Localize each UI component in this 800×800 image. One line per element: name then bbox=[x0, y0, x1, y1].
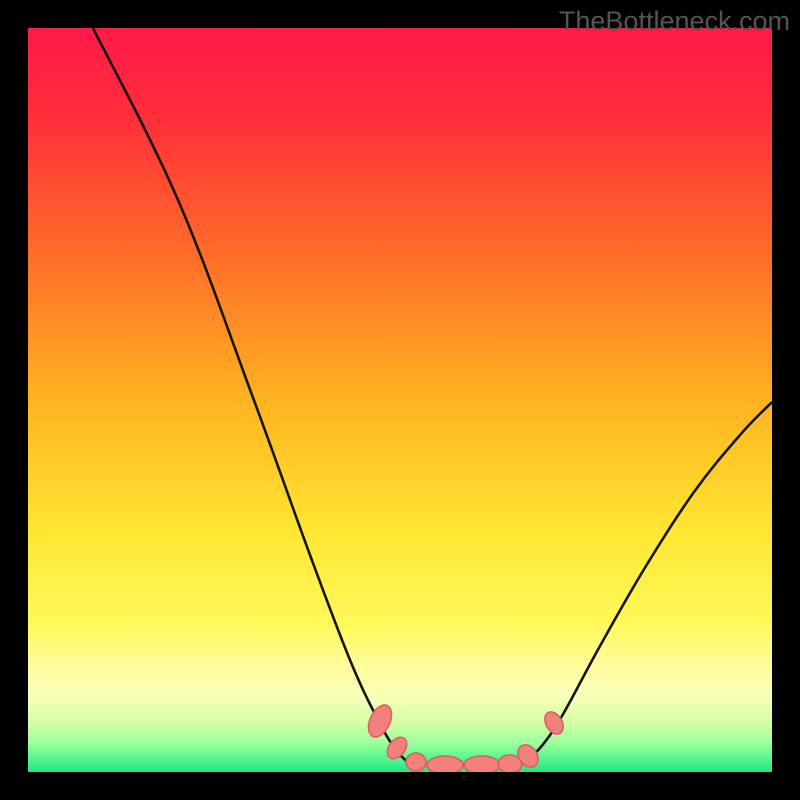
bottom-marker bbox=[427, 756, 463, 774]
bottleneck-curve bbox=[93, 28, 772, 764]
bottom-marker bbox=[364, 701, 396, 740]
watermark-text: TheBottleneck.com bbox=[559, 6, 790, 37]
curve-overlay bbox=[0, 0, 800, 800]
chart-stage: TheBottleneck.com bbox=[0, 0, 800, 800]
bottom-marker bbox=[464, 756, 500, 774]
bottom-marker bbox=[406, 753, 426, 771]
